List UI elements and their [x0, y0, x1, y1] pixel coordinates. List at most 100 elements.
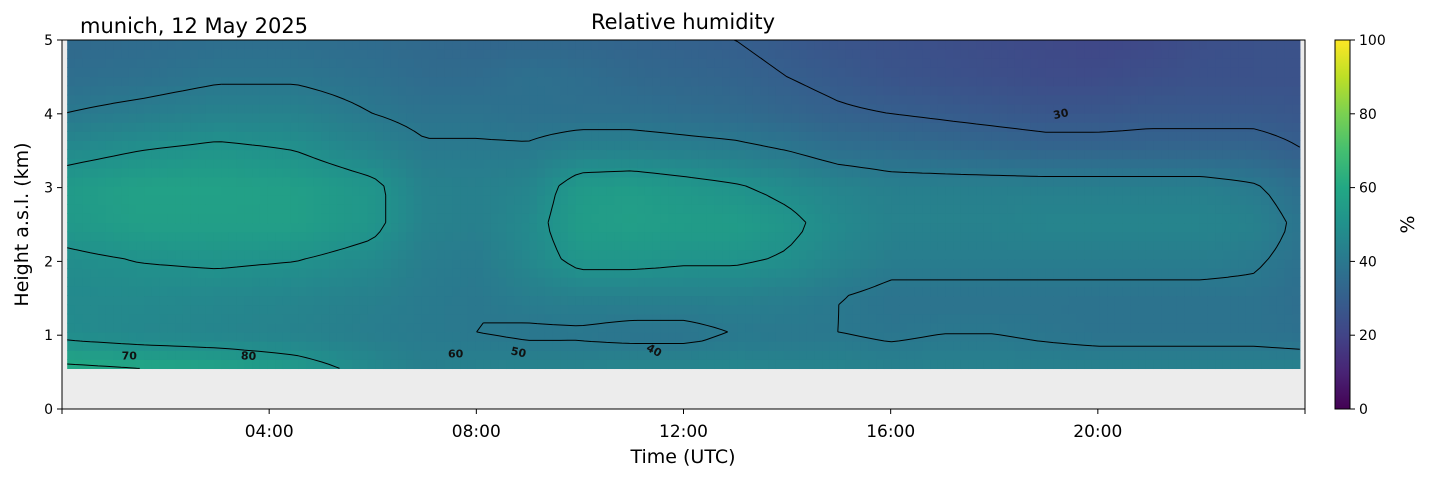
heatmap-cell [298, 240, 307, 251]
heatmap-cell [752, 176, 762, 187]
heatmap-cell [467, 122, 477, 132]
heatmap-cell [121, 76, 130, 87]
heatmap-cell [490, 176, 500, 187]
heatmap-cell [436, 131, 446, 141]
heatmap-cell [306, 122, 315, 132]
heatmap-cell [475, 286, 484, 297]
heatmap-cell [1045, 350, 1054, 360]
heatmap-cell [151, 350, 161, 360]
heatmap-cell [1007, 112, 1016, 123]
heatmap-cell [583, 140, 592, 151]
heatmap-cell [1153, 240, 1162, 251]
heatmap-cell [591, 322, 600, 333]
heatmap-cell [452, 359, 461, 370]
heatmap-cell [945, 167, 954, 178]
heatmap-cell [359, 322, 369, 333]
heatmap-cell [652, 258, 661, 269]
heatmap-cell [1068, 149, 1077, 160]
heatmap-cell [136, 258, 145, 269]
heatmap-cell [1276, 122, 1286, 132]
heatmap-cell [960, 268, 970, 278]
heatmap-cell [829, 185, 839, 196]
heatmap-cell [983, 295, 993, 306]
heatmap-cell [367, 140, 376, 151]
heatmap-cell [1253, 185, 1262, 196]
heatmap-cell [1107, 131, 1116, 141]
heatmap-cell [182, 268, 192, 278]
heatmap-cell [1053, 341, 1062, 351]
heatmap-cell [791, 286, 800, 297]
heatmap-cell [190, 268, 199, 278]
heatmap-cell [837, 222, 846, 233]
heatmap-cell [1114, 176, 1124, 187]
heatmap-cell [791, 185, 800, 196]
heatmap-cell [228, 322, 238, 333]
heatmap-cell [521, 204, 531, 214]
heatmap-cell [552, 295, 561, 306]
heatmap-cell [668, 249, 677, 260]
heatmap-cell [1292, 204, 1301, 214]
heatmap-cell [82, 149, 91, 160]
heatmap-cell [906, 277, 916, 287]
heatmap-cell [567, 331, 577, 342]
heatmap-cell [1207, 103, 1216, 114]
heatmap-cell [891, 204, 900, 214]
heatmap-cell [467, 94, 477, 105]
heatmap-cell [306, 195, 315, 205]
heatmap-cell [1053, 103, 1062, 114]
heatmap-cell [1114, 304, 1124, 315]
heatmap-cell [567, 176, 577, 187]
heatmap-cell [560, 286, 569, 297]
heatmap-cell [560, 359, 569, 370]
heatmap-cell [259, 295, 269, 306]
heatmap-cell [652, 131, 661, 141]
heatmap-cell [290, 268, 299, 278]
heatmap-cell [1091, 204, 1101, 214]
heatmap-cell [352, 249, 361, 260]
heatmap-cell [1114, 313, 1124, 324]
heatmap-cell [706, 112, 715, 123]
heatmap-cell [244, 286, 253, 297]
heatmap-cell [213, 249, 222, 260]
heatmap-cell [860, 231, 869, 242]
heatmap-cell [567, 359, 577, 370]
heatmap-cell [105, 76, 114, 87]
heatmap-cell [190, 341, 199, 351]
heatmap-cell [436, 140, 446, 151]
heatmap-cell [1007, 258, 1016, 269]
heatmap-cell [1114, 149, 1124, 160]
heatmap-cell [1122, 268, 1131, 278]
heatmap-cell [567, 295, 577, 306]
heatmap-cell [1145, 185, 1155, 196]
heatmap-cell [937, 341, 947, 351]
heatmap-cell [190, 167, 199, 178]
heatmap-cell [213, 277, 222, 287]
heatmap-cell [1030, 322, 1039, 333]
heatmap-cell [475, 185, 484, 196]
heatmap-cell [359, 341, 369, 351]
heatmap-cell [637, 341, 646, 351]
heatmap-cell [637, 286, 646, 297]
heatmap-cell [1176, 103, 1185, 114]
heatmap-cell [475, 204, 484, 214]
heatmap-cell [783, 277, 792, 287]
heatmap-cell [953, 258, 962, 269]
heatmap-cell [98, 167, 107, 178]
heatmap-cell [213, 304, 222, 315]
heatmap-cell [159, 313, 168, 324]
heatmap-cell [876, 350, 885, 360]
heatmap-cell [1130, 240, 1139, 251]
heatmap-cell [922, 295, 931, 306]
heatmap-cell [252, 350, 261, 360]
heatmap-cell [960, 149, 970, 160]
heatmap-cell [806, 286, 816, 297]
heatmap-cell [383, 268, 392, 278]
heatmap-cell [460, 140, 469, 151]
heatmap-cell [729, 331, 739, 342]
heatmap-cell [67, 158, 76, 169]
heatmap-cell [221, 185, 230, 196]
heatmap-cell [398, 222, 407, 233]
heatmap-cell [313, 231, 323, 242]
heatmap-cell [1122, 231, 1131, 242]
